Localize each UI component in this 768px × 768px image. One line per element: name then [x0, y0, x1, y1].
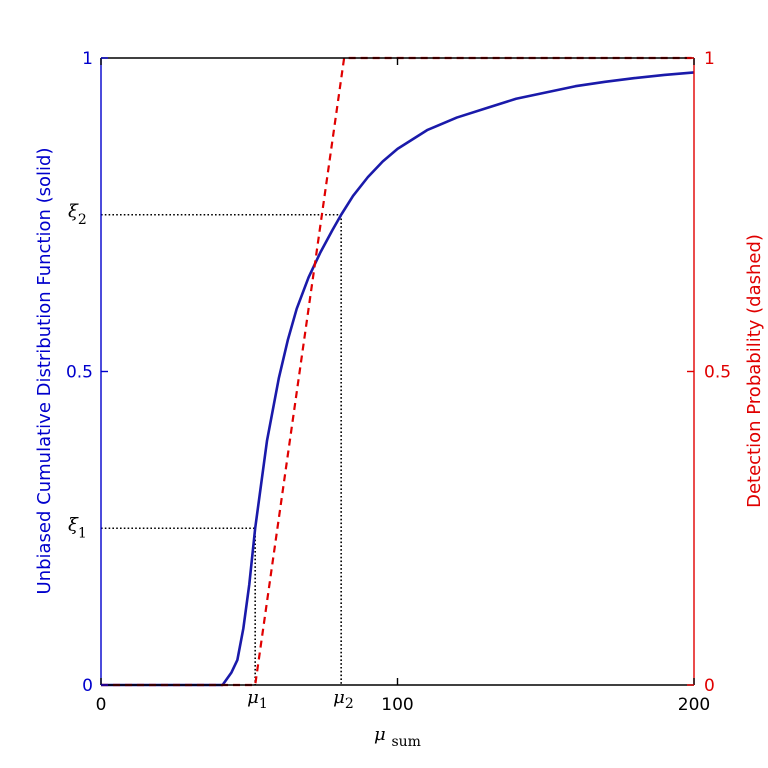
y-special-tick-sub: 2: [78, 212, 87, 228]
left-y-tick-label: 1: [82, 49, 93, 69]
x-tick-label: 100: [381, 695, 413, 715]
x-axis-label: μ sum: [374, 724, 421, 750]
x-special-tick-sub: 1: [259, 696, 268, 712]
x-special-tick-main: μ: [247, 687, 259, 708]
right-axis-label: Detection Probability (dashed): [744, 234, 765, 508]
left-y-special-tick-label: ξ2: [68, 201, 87, 228]
x-tick-label: 0: [96, 695, 107, 715]
right-y-tick-label: 1: [704, 49, 715, 69]
right-y-tick-label: 0: [704, 676, 715, 696]
x-special-tick-label: μ1: [247, 687, 268, 712]
left-y-tick-label: 0.5: [66, 363, 93, 383]
solid-series-line: [101, 71, 695, 687]
left-y-special-tick-label: ξ1: [68, 514, 87, 541]
plot-background: [101, 58, 694, 685]
y-special-tick-main: ξ: [68, 201, 79, 222]
x-special-tick-main: μ: [333, 687, 345, 708]
x-special-tick-label: μ2: [333, 687, 354, 712]
left-axis-label: Unbiased Cumulative Distribution Functio…: [34, 148, 55, 595]
x-special-tick-sub: 2: [345, 696, 354, 712]
reference-lines: [101, 213, 342, 685]
left-y-tick-label: 0: [82, 676, 93, 696]
y-special-tick-sub: 1: [78, 525, 87, 541]
x-axis-label-main: μ: [374, 724, 386, 745]
x-axis-label-sub: sum: [391, 734, 420, 750]
right-y-tick-label: 0.5: [704, 363, 731, 383]
x-tick-label: 200: [678, 695, 710, 715]
y-special-tick-main: ξ: [68, 514, 79, 535]
